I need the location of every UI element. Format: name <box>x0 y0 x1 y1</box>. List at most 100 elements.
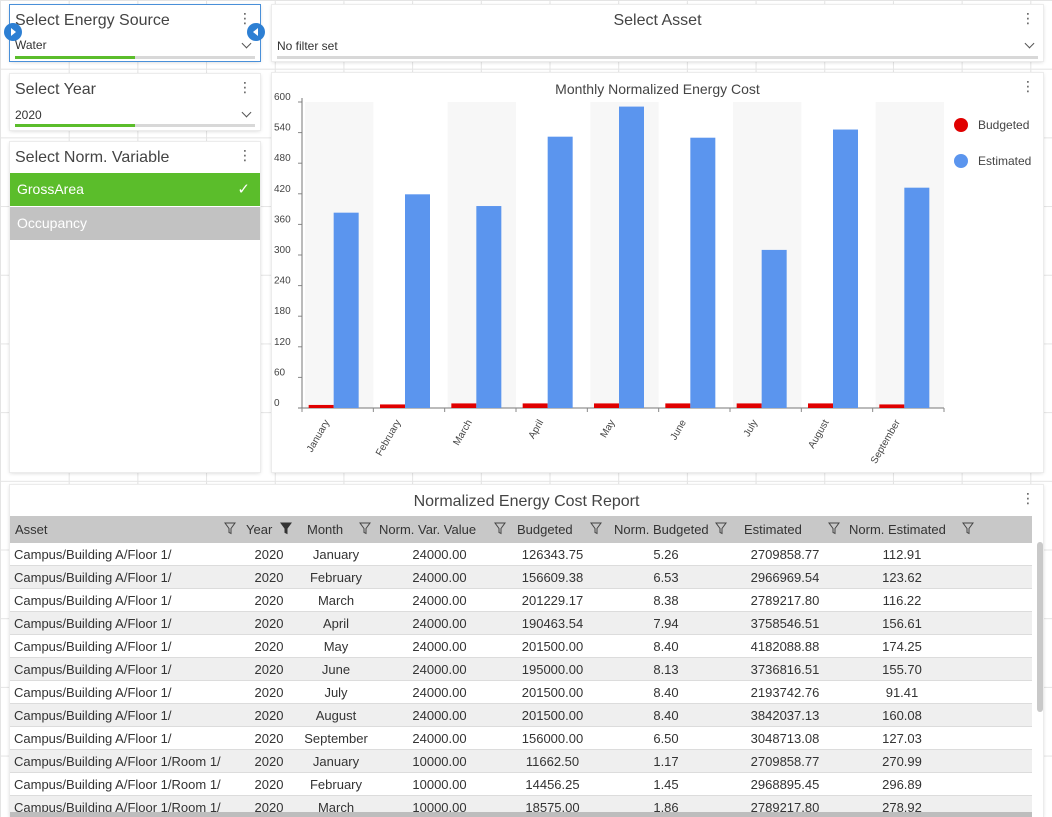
budgeted-cell: 11662.50 <box>509 749 608 773</box>
norm-var-value-cell: 24000.00 <box>376 726 509 750</box>
column-header-norm-estimated[interactable]: Norm. Estimated <box>846 516 1032 543</box>
asset-cell: Campus/Building A/Floor 1/ <box>10 703 242 727</box>
column-header-year[interactable]: Year <box>242 516 296 543</box>
year-progress-fill <box>15 124 135 127</box>
asset-cell: Campus/Building A/Floor 1/Room 1/ <box>10 772 242 796</box>
asset-select[interactable]: No filter set <box>272 35 1043 57</box>
year-cell: 2020 <box>242 726 296 750</box>
chart-panel: Monthly Normalized Energy Cost ⋮ 0 60 120 1… <box>272 73 1043 472</box>
norm-variable-item-grossarea[interactable]: GrossArea ✓ <box>10 173 260 206</box>
column-header-asset[interactable]: Asset <box>10 516 242 543</box>
filter-icon[interactable] <box>590 522 602 535</box>
asset-menu-icon[interactable]: ⋮ <box>1021 10 1035 26</box>
table-row[interactable]: Campus/Building A/Floor 1/Room 1/2020 Feb… <box>10 772 1032 796</box>
column-header-month[interactable]: Month <box>296 516 376 543</box>
norm-var-value-cell: 10000.00 <box>376 795 509 817</box>
year-select[interactable]: 2020 <box>10 104 260 126</box>
table-row[interactable]: Campus/Building A/Floor 1/Room 1/2020 Mar… <box>10 795 1032 817</box>
month-cell: January <box>296 749 376 773</box>
x-tick-label: September <box>869 417 903 465</box>
x-tick-label: June <box>669 418 690 443</box>
collapse-left-handle-icon[interactable] <box>247 23 265 41</box>
estimated-cell: 2709858.77 <box>732 543 846 566</box>
table-row[interactable]: Campus/Building A/Floor 1/2020 February 24… <box>10 565 1032 589</box>
expand-right-handle-icon[interactable] <box>4 23 22 41</box>
asset-cell: Campus/Building A/Floor 1/ <box>10 543 242 566</box>
energy-source-value: Water <box>15 38 47 52</box>
filter-icon[interactable] <box>962 522 974 535</box>
asset-cell: Campus/Building A/Floor 1/Room 1/ <box>10 795 242 817</box>
norm-var-value-cell: 24000.00 <box>376 703 509 727</box>
norm-estimated-cell: 91.41 <box>846 680 1032 704</box>
year-cell: 2020 <box>242 657 296 681</box>
filter-active-icon[interactable] <box>280 522 292 535</box>
vertical-scrollbar[interactable] <box>1037 542 1043 712</box>
column-label: Norm. Var. Value <box>379 522 477 537</box>
table-row[interactable]: Campus/Building A/Floor 1/2020 September 2… <box>10 726 1032 750</box>
year-menu-icon[interactable]: ⋮ <box>238 79 252 95</box>
table-row[interactable]: Campus/Building A/Floor 1/2020 March 24000… <box>10 588 1032 612</box>
year-cell: 2020 <box>242 543 296 566</box>
table-row[interactable]: Campus/Building A/Floor 1/2020 June 24000.… <box>10 657 1032 681</box>
norm-budgeted-cell: 7.94 <box>608 611 732 635</box>
energy-source-panel: Select Energy Source ⋮ Water <box>10 5 260 61</box>
norm-var-value-cell: 24000.00 <box>376 657 509 681</box>
energy-source-progress-fill <box>15 56 135 59</box>
column-label: Asset <box>15 522 48 537</box>
norm-var-value-cell: 24000.00 <box>376 543 509 566</box>
energy-source-menu-icon[interactable]: ⋮ <box>238 10 252 26</box>
energy-source-select[interactable]: Water <box>10 35 260 57</box>
norm-variable-item-occupancy[interactable]: Occupancy <box>10 207 260 240</box>
bar-estimated-april <box>547 136 573 408</box>
month-cell: March <box>296 795 376 817</box>
norm-variable-item-label: GrossArea <box>17 181 84 197</box>
year-cell: 2020 <box>242 772 296 796</box>
norm-variable-menu-icon[interactable]: ⋮ <box>238 147 252 163</box>
filter-icon[interactable] <box>828 522 840 535</box>
budgeted-cell: 18575.00 <box>509 795 608 817</box>
year-cell: 2020 <box>242 749 296 773</box>
table-row[interactable]: Campus/Building A/Floor 1/2020 July 24000.… <box>10 680 1032 704</box>
energy-source-title: Select Energy Source <box>15 12 170 29</box>
table-row[interactable]: Campus/Building A/Floor 1/2020 August 2400… <box>10 703 1032 727</box>
y-tick-label: 480 <box>274 153 291 164</box>
norm-budgeted-cell: 5.26 <box>608 543 732 566</box>
norm-estimated-cell: 160.08 <box>846 703 1032 727</box>
y-tick-label: 540 <box>274 123 291 134</box>
filter-icon[interactable] <box>359 522 371 535</box>
norm-budgeted-cell: 1.45 <box>608 772 732 796</box>
chart-menu-icon[interactable]: ⋮ <box>1021 78 1035 94</box>
bar-budgeted-august <box>808 403 833 408</box>
x-tick-label: January <box>305 418 332 454</box>
y-tick-label: 360 <box>274 214 291 225</box>
asset-cell: Campus/Building A/Floor 1/ <box>10 634 242 658</box>
filter-icon[interactable] <box>224 522 236 535</box>
horizontal-scrollbar[interactable] <box>10 812 1032 817</box>
bar-estimated-march <box>476 206 502 408</box>
norm-budgeted-cell: 8.38 <box>608 588 732 612</box>
norm-budgeted-cell: 6.50 <box>608 726 732 750</box>
table-row[interactable]: Campus/Building A/Floor 1/Room 1/2020 Jan… <box>10 749 1032 773</box>
table-row[interactable]: Campus/Building A/Floor 1/2020 January 240… <box>10 543 1032 566</box>
column-label: Year <box>246 522 273 537</box>
y-tick-label: 180 <box>274 306 291 317</box>
table-row[interactable]: Campus/Building A/Floor 1/2020 May 24000.0… <box>10 634 1032 658</box>
estimated-cell: 2709858.77 <box>732 749 846 773</box>
column-header-norm-budgeted[interactable]: Norm. Budgeted <box>608 516 732 543</box>
column-header-estimated[interactable]: Estimated <box>732 516 846 543</box>
column-header-budgeted[interactable]: Budgeted <box>509 516 608 543</box>
norm-var-value-cell: 10000.00 <box>376 772 509 796</box>
year-value: 2020 <box>15 108 42 122</box>
report-menu-icon[interactable]: ⋮ <box>1021 490 1035 506</box>
norm-budgeted-cell: 8.40 <box>608 680 732 704</box>
chevron-down-icon <box>241 107 252 118</box>
bar-estimated-june <box>690 137 716 408</box>
column-header-norm-var-value[interactable]: Norm. Var. Value <box>376 516 509 543</box>
table-row[interactable]: Campus/Building A/Floor 1/2020 April 24000… <box>10 611 1032 635</box>
bar-estimated-may <box>619 106 644 408</box>
asset-title: Select Asset <box>613 12 702 29</box>
filter-icon[interactable] <box>494 522 506 535</box>
y-tick-label: 420 <box>274 184 291 195</box>
filter-icon[interactable] <box>715 522 727 535</box>
norm-var-value-cell: 24000.00 <box>376 588 509 612</box>
